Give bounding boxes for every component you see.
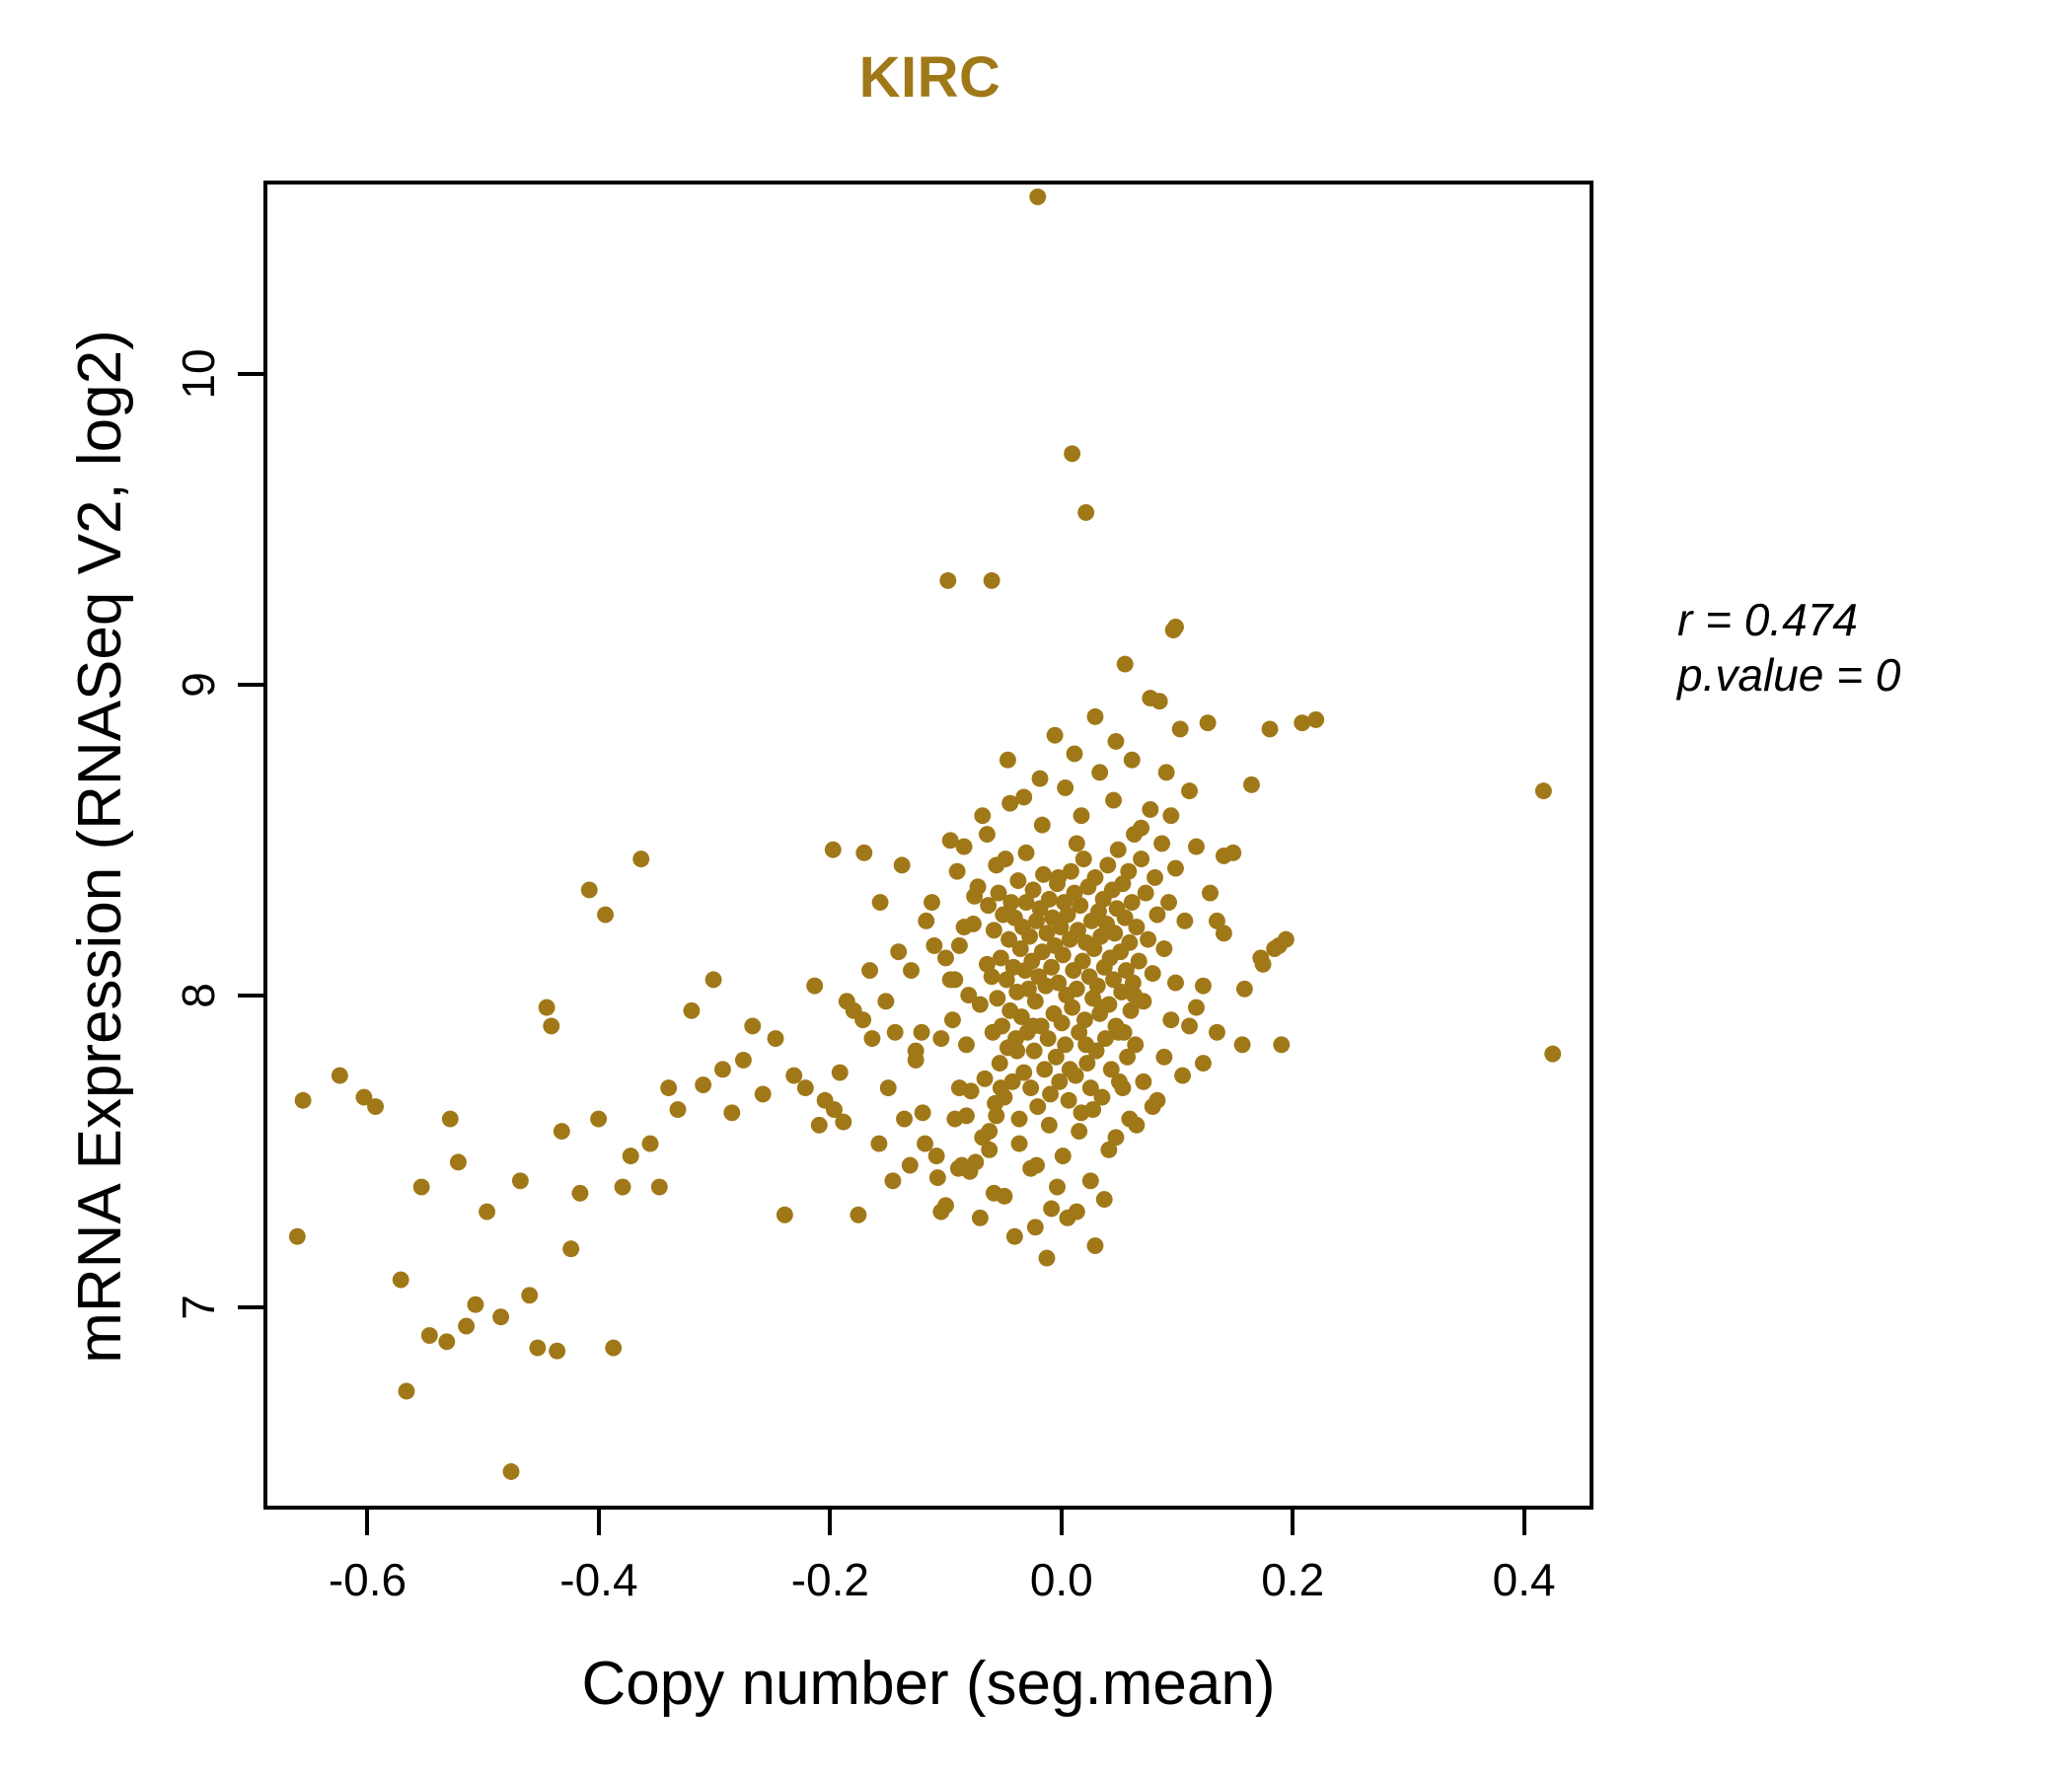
x-tick-label: 0.2 [1261,1554,1325,1605]
plot-area [263,181,1593,1510]
x-tick-label: 0.4 [1492,1554,1556,1605]
pvalue-value: p.value = 0 [1677,649,1901,701]
x-tick-mark [828,1510,833,1535]
stats-annotation: r = 0.474 p.value = 0 [1677,592,2003,703]
y-tick-mark [238,994,263,999]
x-axis-title: Copy number (seg.mean) [581,1650,1276,1718]
y-tick-label: 8 [173,983,224,1009]
x-tick-mark [365,1510,370,1535]
y-tick-mark [238,1304,263,1309]
y-tick-mark [238,371,263,376]
correlation-value: r = 0.474 [1677,594,1858,645]
scatter-points-layer [288,188,1562,1480]
x-tick-label: -0.4 [559,1554,638,1605]
y-tick-label: 7 [173,1295,224,1320]
y-axis-title: mRNA Expression (RNASeq V2, log2) [66,330,134,1364]
page-title: KIRC [858,45,1001,110]
x-tick-label: -0.6 [328,1554,407,1605]
x-tick-mark [1291,1510,1295,1535]
y-tick-mark [238,683,263,688]
x-tick-label: 0.0 [1029,1554,1093,1605]
y-tick-label: 10 [173,348,224,400]
x-tick-mark [1521,1510,1526,1535]
x-tick-label: -0.2 [790,1554,869,1605]
y-tick-label: 9 [173,672,224,698]
x-tick-mark [596,1510,601,1535]
x-tick-mark [1059,1510,1064,1535]
